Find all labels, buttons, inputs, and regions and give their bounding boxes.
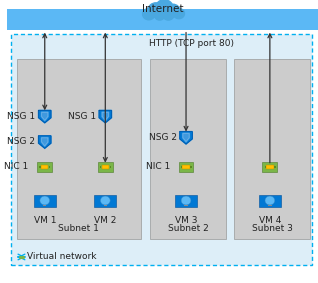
Bar (43, 205, 46, 207)
Bar (8, 9, 318, 30)
FancyBboxPatch shape (175, 195, 197, 207)
Polygon shape (38, 136, 51, 148)
Bar (184, 205, 188, 207)
Polygon shape (41, 138, 48, 146)
Polygon shape (102, 112, 109, 121)
FancyBboxPatch shape (259, 195, 281, 207)
Circle shape (265, 196, 275, 205)
Bar (104, 205, 107, 207)
Bar (109, 166, 111, 168)
Circle shape (148, 3, 164, 17)
FancyBboxPatch shape (262, 162, 277, 172)
FancyBboxPatch shape (94, 195, 116, 207)
Text: VM 1: VM 1 (33, 216, 56, 225)
Bar (234, 59, 310, 239)
Bar (181, 166, 182, 168)
Text: NIC 1: NIC 1 (4, 162, 29, 171)
Circle shape (173, 8, 184, 19)
Text: Subnet 1: Subnet 1 (59, 224, 99, 233)
Bar (150, 59, 226, 239)
Text: VM 4: VM 4 (259, 216, 281, 225)
Circle shape (155, 11, 165, 20)
FancyBboxPatch shape (34, 195, 56, 207)
Polygon shape (183, 133, 190, 142)
Polygon shape (180, 132, 192, 144)
Bar (190, 166, 192, 168)
Text: HTTP (TCP port 80): HTTP (TCP port 80) (149, 39, 234, 48)
Text: VM 3: VM 3 (175, 216, 197, 225)
Bar (17, 59, 141, 239)
FancyBboxPatch shape (182, 164, 190, 170)
Circle shape (142, 8, 155, 20)
FancyBboxPatch shape (10, 34, 312, 265)
Text: NSG 1: NSG 1 (68, 112, 96, 121)
Polygon shape (99, 110, 112, 123)
Text: NSG 2: NSG 2 (149, 133, 177, 142)
FancyBboxPatch shape (179, 162, 193, 172)
Circle shape (163, 10, 174, 20)
Bar (39, 166, 41, 168)
Text: NSG 2: NSG 2 (7, 137, 35, 146)
Circle shape (156, 0, 173, 16)
FancyBboxPatch shape (101, 164, 109, 170)
Bar (100, 166, 101, 168)
Text: Subnet 2: Subnet 2 (168, 224, 209, 233)
Text: Subnet 3: Subnet 3 (252, 224, 293, 233)
FancyBboxPatch shape (37, 162, 52, 172)
Polygon shape (38, 110, 51, 123)
Bar (274, 166, 276, 168)
Text: VM 2: VM 2 (94, 216, 116, 225)
Text: Virtual network: Virtual network (27, 252, 97, 261)
Text: Internet: Internet (142, 4, 183, 14)
FancyBboxPatch shape (98, 162, 113, 172)
Text: NSG 1: NSG 1 (7, 112, 35, 121)
Circle shape (100, 196, 110, 205)
Circle shape (166, 4, 180, 17)
Bar (265, 166, 266, 168)
FancyBboxPatch shape (41, 164, 48, 170)
Bar (49, 166, 51, 168)
Text: NIC 1: NIC 1 (146, 162, 170, 171)
Circle shape (181, 196, 191, 205)
Circle shape (40, 196, 50, 205)
FancyBboxPatch shape (266, 164, 273, 170)
Bar (268, 205, 272, 207)
Polygon shape (41, 112, 48, 121)
